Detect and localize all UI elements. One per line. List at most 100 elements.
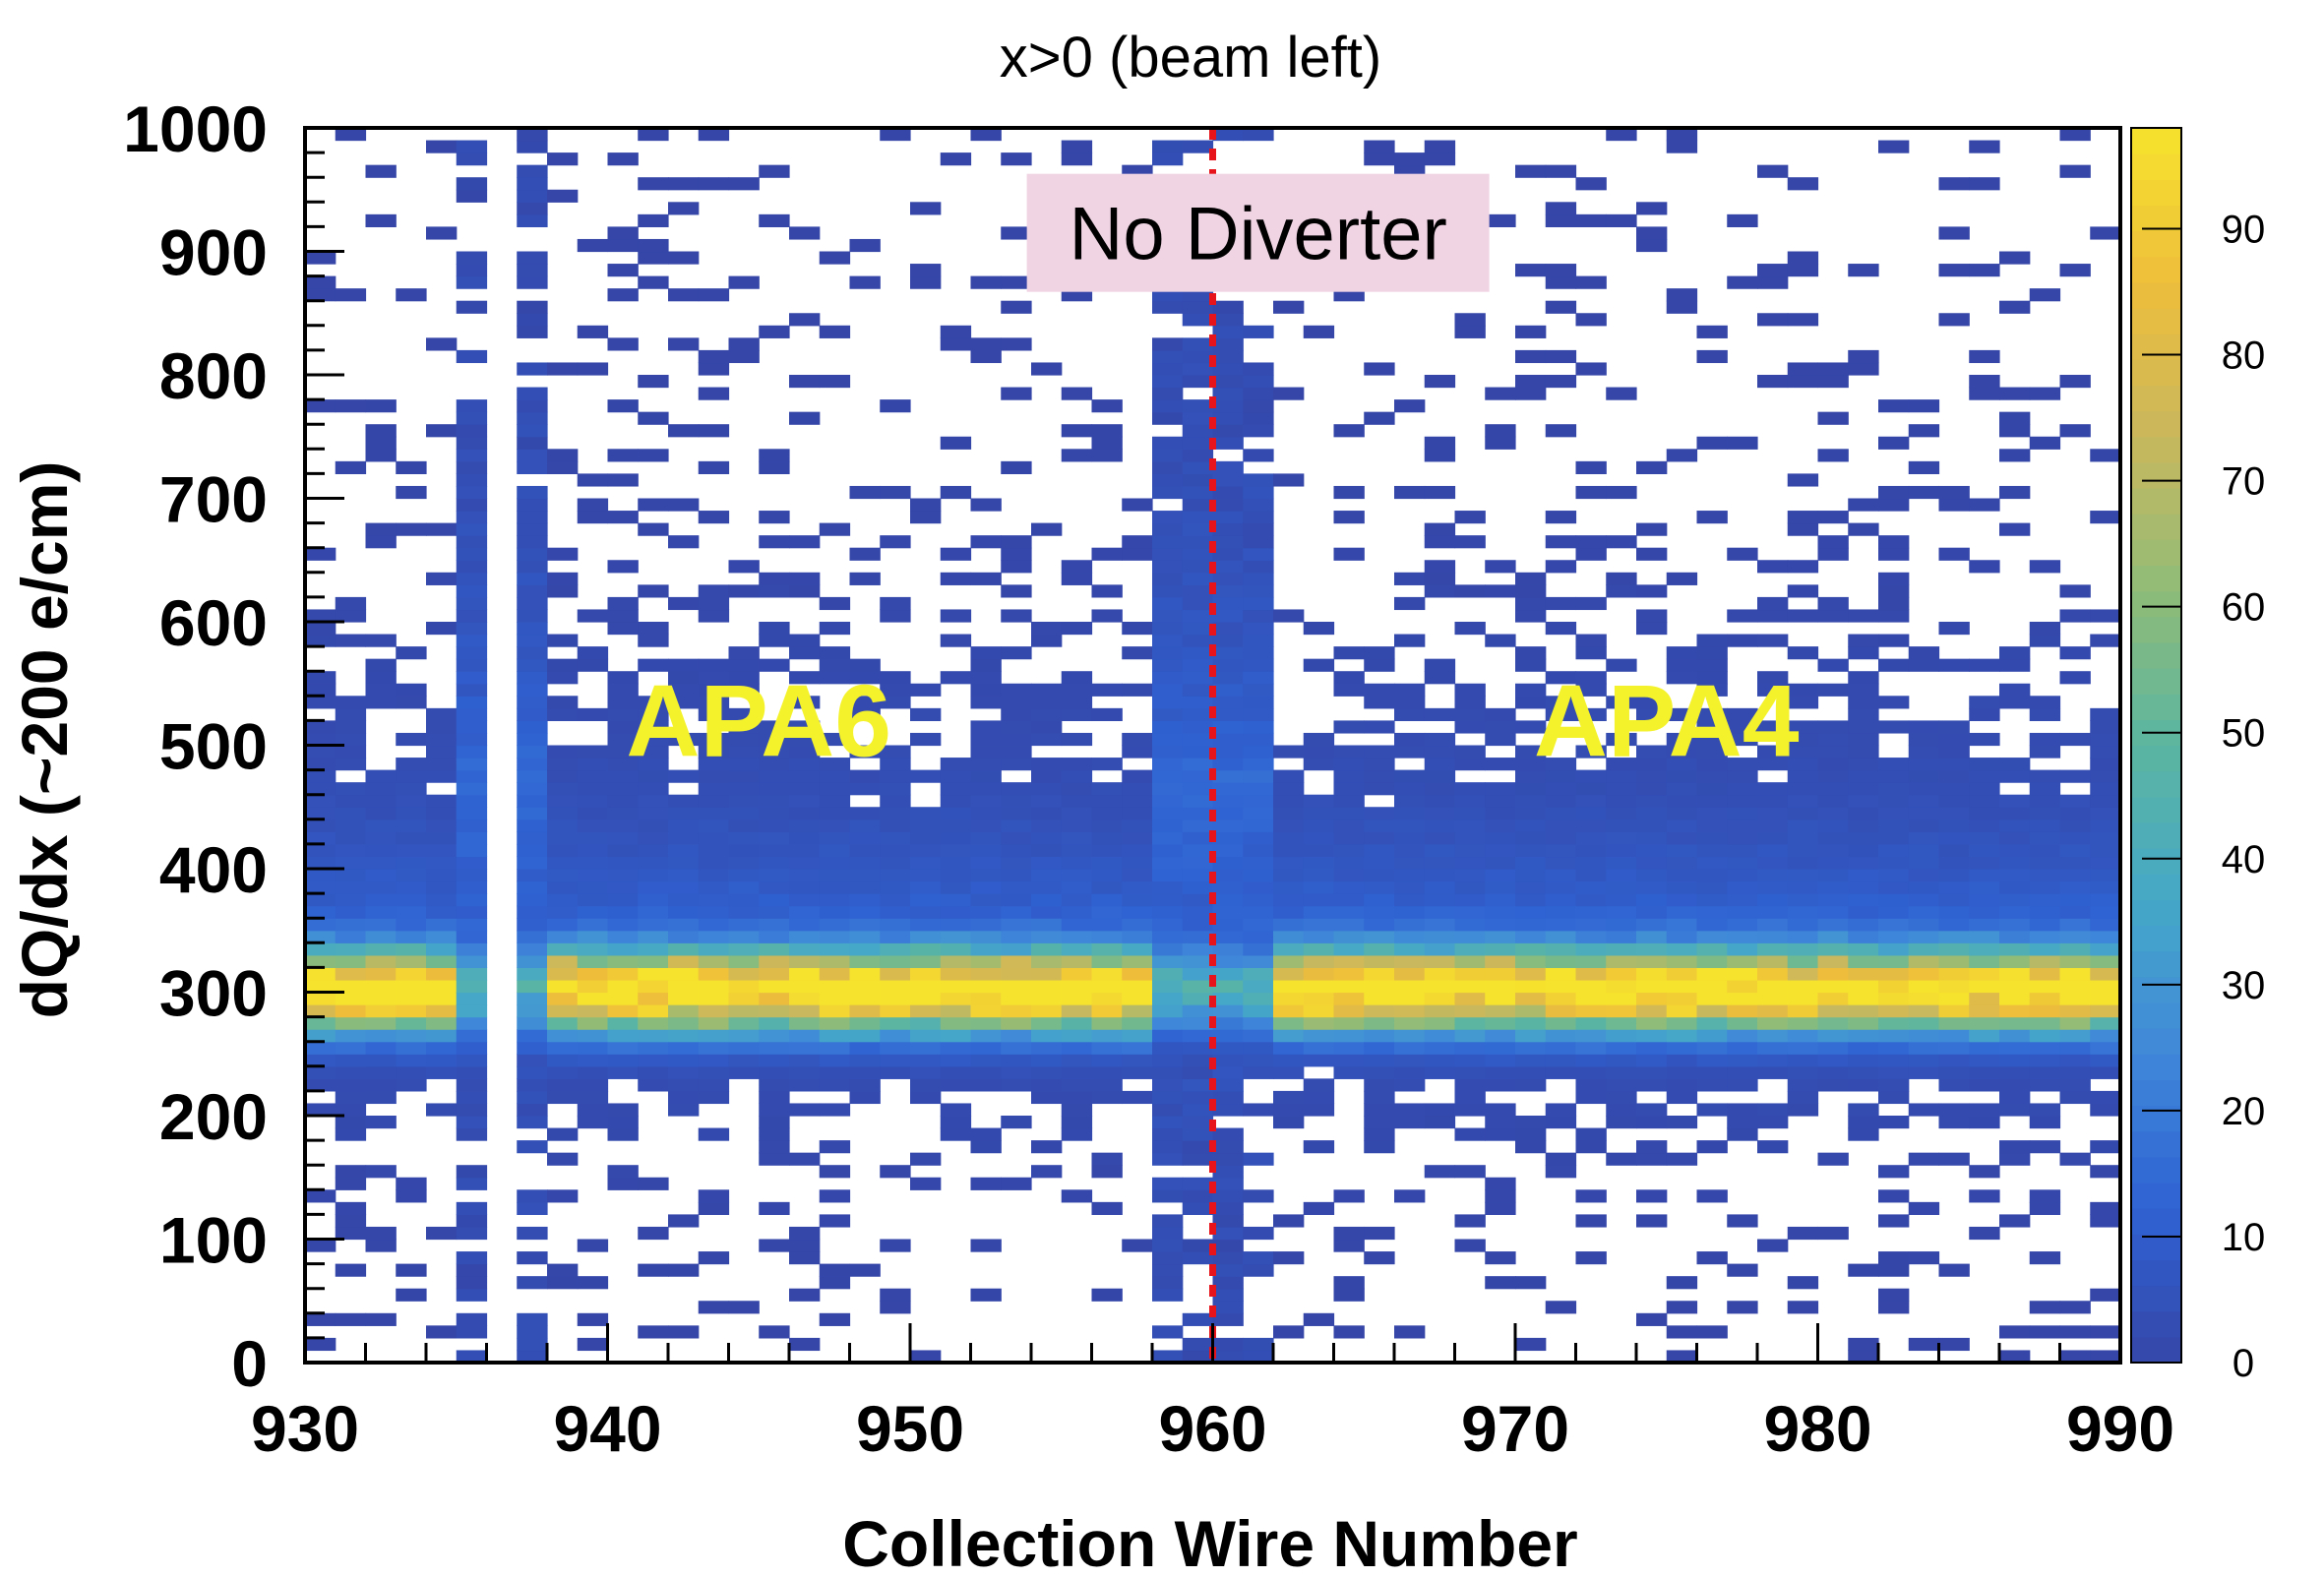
heatmap-cell: [1273, 609, 1305, 623]
heatmap-cell: [1061, 967, 1093, 981]
heatmap-cell: [335, 399, 367, 413]
heatmap-cell: [305, 1029, 336, 1043]
heatmap-cell: [1545, 264, 1577, 277]
heatmap-cell: [940, 1116, 972, 1129]
heatmap-cell: [1485, 1029, 1516, 1043]
heatmap-cell: [1182, 683, 1214, 697]
heatmap-cell: [426, 992, 458, 1005]
heatmap-cell: [456, 1312, 488, 1326]
heatmap-cell: [759, 1016, 790, 1030]
heatmap-cell: [910, 893, 942, 907]
heatmap-cell: [1545, 1301, 1577, 1314]
colorbar-step: [2131, 745, 2181, 772]
heatmap-cell: [456, 622, 488, 636]
heatmap-cell: [547, 362, 579, 376]
heatmap-cell: [1454, 1214, 1486, 1228]
heatmap-cell: [1001, 880, 1032, 894]
heatmap-cell: [517, 1054, 548, 1067]
heatmap-cell: [1575, 535, 1607, 549]
heatmap-cell: [305, 1065, 336, 1079]
heatmap-cell: [1424, 436, 1456, 450]
heatmap-cell: [1727, 1116, 1758, 1129]
heatmap-cell: [426, 893, 458, 907]
heatmap-cell: [1545, 1029, 1577, 1043]
heatmap-cell: [1515, 609, 1547, 623]
heatmap-cell: [1938, 769, 1970, 783]
heatmap-cell: [1303, 1103, 1335, 1117]
heatmap-cell: [940, 979, 972, 994]
heatmap-cell: [1636, 707, 1668, 721]
heatmap-cell: [1787, 992, 1819, 1005]
heatmap-cell: [1878, 696, 1910, 709]
heatmap-cell: [819, 1276, 851, 1290]
heatmap-cell: [668, 979, 700, 994]
heatmap-cell: [970, 696, 1002, 709]
heatmap-cell: [1182, 1152, 1214, 1166]
heatmap-cell: [1848, 758, 1879, 771]
heatmap-cell: [1757, 1029, 1789, 1043]
heatmap-cell: [1999, 1325, 2031, 1339]
heatmap-cell: [638, 880, 669, 894]
heatmap-cell: [1727, 1004, 1758, 1018]
heatmap-cell: [517, 140, 548, 153]
heatmap-cell: [1243, 954, 1274, 968]
heatmap-cell: [1394, 819, 1426, 832]
heatmap-cell: [1394, 1325, 1426, 1339]
heatmap-cell: [426, 1004, 458, 1018]
heatmap-cell: [849, 1054, 881, 1067]
heatmap-cell: [305, 918, 336, 932]
heatmap-cell: [1515, 1016, 1547, 1030]
heatmap-cell: [638, 1029, 669, 1043]
heatmap-cell: [426, 1041, 458, 1055]
heatmap-cell: [1394, 831, 1426, 845]
heatmap-cell: [1485, 584, 1516, 598]
heatmap-cell: [517, 1337, 548, 1352]
heatmap-cell: [1454, 584, 1486, 598]
heatmap-cell: [1091, 831, 1123, 845]
heatmap-cell: [1243, 831, 1274, 845]
heatmap-cell: [819, 843, 851, 858]
heatmap-cell: [1152, 745, 1184, 759]
heatmap-cell: [940, 547, 972, 561]
heatmap-cell: [1969, 954, 2000, 968]
heatmap-cell: [1333, 1239, 1365, 1252]
heatmap-cell: [1122, 880, 1153, 894]
heatmap-cell: [849, 869, 881, 882]
heatmap-cell: [1212, 1029, 1244, 1043]
heatmap-cell: [1182, 1350, 1214, 1364]
heatmap-cell: [698, 1029, 730, 1043]
heatmap-cell: [335, 596, 367, 611]
heatmap-cell: [1848, 1127, 1879, 1141]
heatmap-cell: [1122, 967, 1153, 981]
heatmap-cell: [940, 609, 972, 623]
heatmap-cell: [1243, 658, 1274, 672]
heatmap-cell: [1636, 1189, 1668, 1203]
heatmap-cell: [607, 856, 639, 870]
heatmap-cell: [698, 954, 730, 968]
heatmap-cell: [1908, 1251, 1940, 1265]
heatmap-cell: [305, 1337, 336, 1352]
colorbar-step: [2131, 1079, 2181, 1107]
heatmap-cell: [1696, 967, 1728, 981]
colorbar-tick-label: 0: [2232, 1342, 2254, 1385]
heatmap-cell: [638, 128, 669, 142]
heatmap-cell: [547, 893, 579, 907]
heatmap-cell: [1243, 325, 1274, 338]
heatmap-cell: [1303, 325, 1335, 338]
heatmap-cell: [2029, 387, 2061, 400]
heatmap-cell: [1817, 362, 1849, 376]
heatmap-cell: [1212, 1337, 1244, 1352]
colorbar-step: [2131, 359, 2181, 387]
heatmap-cell: [759, 843, 790, 858]
heatmap-cell: [607, 1065, 639, 1079]
heatmap-cell: [2029, 1016, 2061, 1030]
heatmap-cell: [1848, 522, 1879, 536]
heatmap-cell: [456, 930, 488, 943]
heatmap-cell: [638, 769, 669, 783]
heatmap-cell: [970, 942, 1002, 956]
heatmap-cell: [1454, 1054, 1486, 1067]
heatmap-cell: [1848, 807, 1879, 820]
heatmap-cell: [819, 646, 851, 660]
heatmap-cell: [910, 1350, 942, 1364]
heatmap-cell: [2059, 1350, 2091, 1364]
